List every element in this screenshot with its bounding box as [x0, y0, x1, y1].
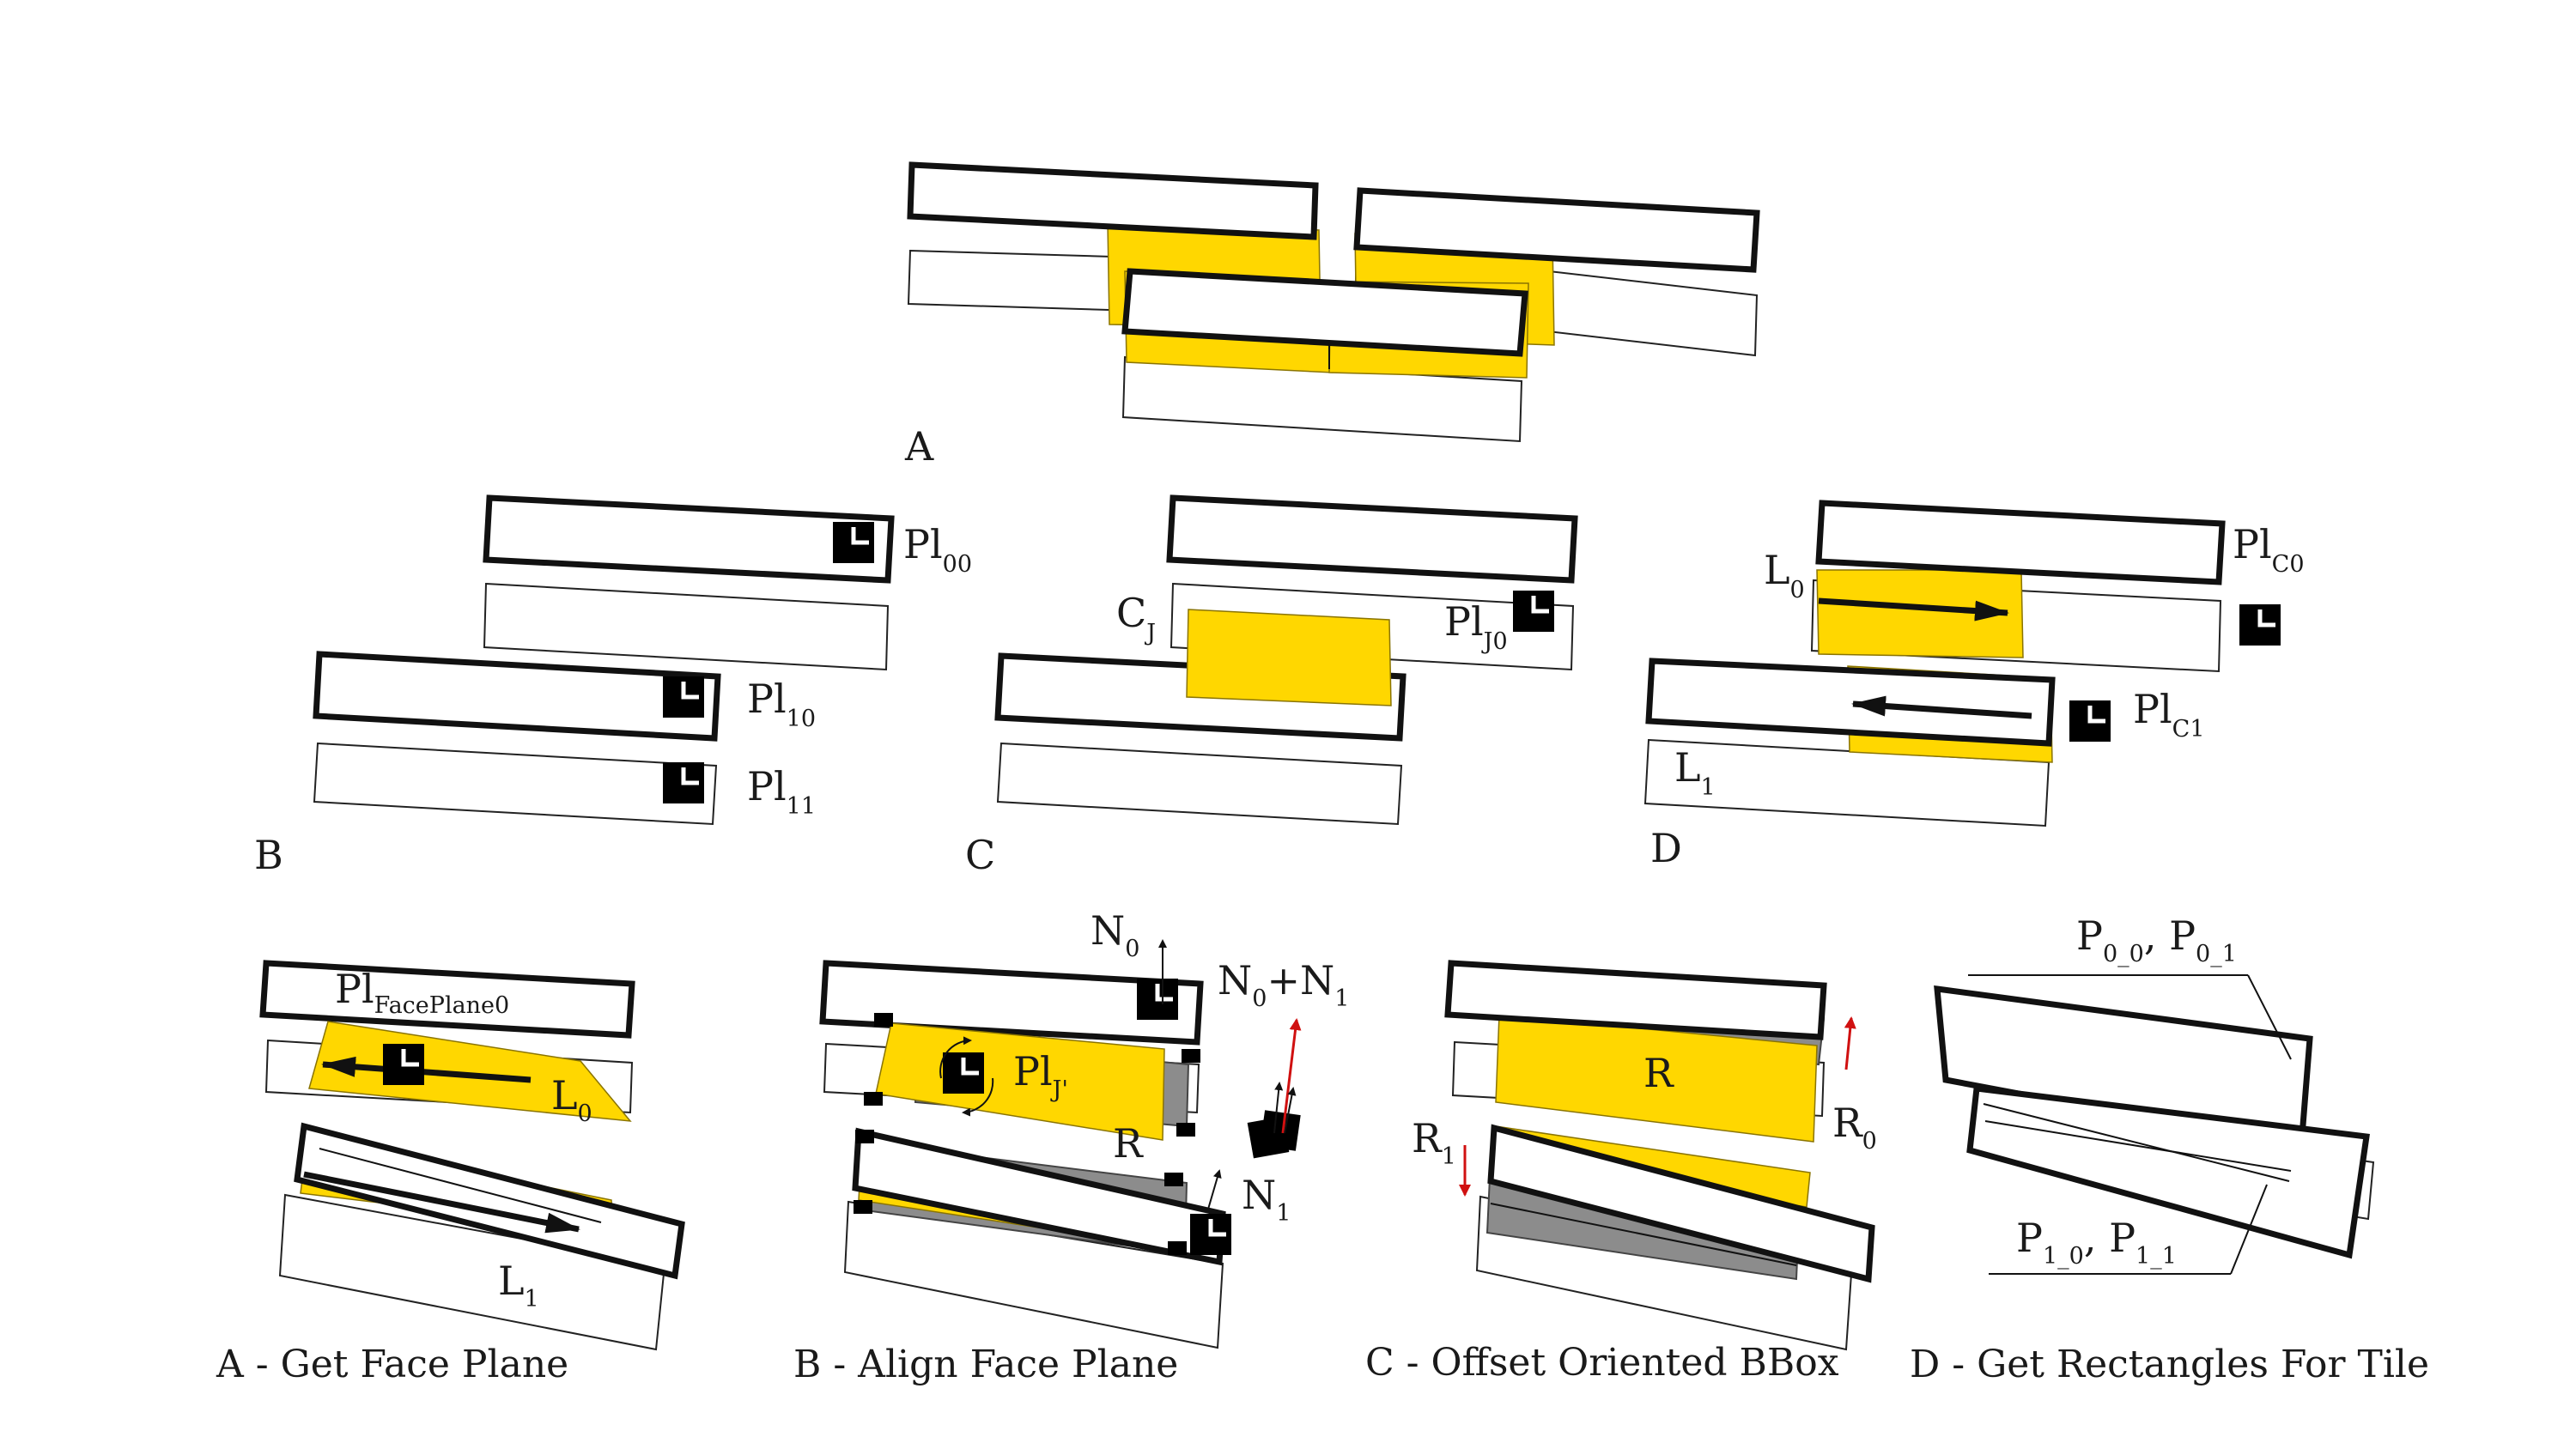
panel-b-letter: B [254, 832, 283, 878]
label-cj: CJ [1116, 590, 1156, 646]
label-plc0: PlC0 [2233, 521, 2305, 578]
label-plj-prime: PlJ' [1013, 1048, 1068, 1103]
step-a-get-face-plane: PlFacePlane0 L0 L1 A - Get Face Plane [216, 960, 685, 1386]
face-plane-j-icon [943, 1052, 984, 1094]
label-r1: R1 [1412, 1115, 1456, 1170]
plane-icon-10 [663, 676, 704, 718]
step-d-tile-rectangles: P0_0, P0_1 P1_0, P1_1 D - Get Rectangles… [1910, 912, 2429, 1386]
plane-icon-c1 [2069, 700, 2111, 742]
face-plane-icon [383, 1044, 424, 1085]
caption-a: A - Get Face Plane [216, 1343, 568, 1386]
plane-icon-11 [663, 762, 704, 803]
label-r0: R0 [1832, 1100, 1877, 1155]
label-p1: P1_0, P1_1 [2016, 1215, 2177, 1270]
panel-c-letter: C [965, 832, 995, 878]
caption-c: C - Offset Oriented BBox [1365, 1341, 1839, 1385]
label-r-c: R [1643, 1050, 1674, 1096]
label-pl00: Pl00 [903, 521, 972, 578]
label-n0-plus-n1: N0+N1 [1218, 957, 1349, 1012]
panel-a-assembly: A [904, 161, 1760, 470]
panel-c-joint: CJ PlJ0 C [965, 494, 1578, 878]
plane-icon-00 [833, 522, 874, 563]
label-plj0: PlJ0 [1444, 598, 1508, 655]
label-p0: P0_0, P0_1 [2076, 912, 2237, 967]
label-l0: L0 [1764, 547, 1805, 603]
label-pl-faceplane0: PlFacePlane0 [335, 966, 509, 1019]
label-l0-bottom: L0 [551, 1072, 592, 1127]
label-pl11: Pl11 [747, 763, 816, 820]
label-n0: N0 [1091, 907, 1139, 962]
plane-icon-c0 [2239, 604, 2281, 646]
panel-a-letter: A [904, 423, 934, 470]
combined-normal-glyph [1247, 1018, 1302, 1159]
step-b-align-face-plane: N0 N0+N1 R N1 PlJ' B - Align Face Plane [793, 907, 1349, 1386]
caption-b: B - Align Face Plane [793, 1343, 1178, 1386]
plane-icon-j0 [1513, 591, 1554, 632]
label-pl10: Pl10 [747, 676, 816, 732]
panel-d-contacts: PlC0 PlC1 L0 L1 D [1643, 500, 2305, 871]
label-plc1: PlC1 [2133, 686, 2205, 743]
step-c-offset-bbox: R R0 R1 C - Offset Oriented BBox [1365, 960, 1877, 1385]
panel-b-planes: Pl00 Pl10 Pl11 B [254, 494, 972, 878]
label-l1-bottom: L1 [498, 1258, 539, 1313]
normal-plane-icon-0 [1137, 979, 1178, 1020]
label-n1: N1 [1242, 1172, 1291, 1227]
label-r-b: R [1113, 1120, 1144, 1167]
panel-d-letter: D [1650, 825, 1682, 871]
normal-plane-icon-1 [1190, 1214, 1231, 1255]
label-l1: L1 [1674, 744, 1716, 801]
caption-d: D - Get Rectangles For Tile [1910, 1343, 2429, 1386]
